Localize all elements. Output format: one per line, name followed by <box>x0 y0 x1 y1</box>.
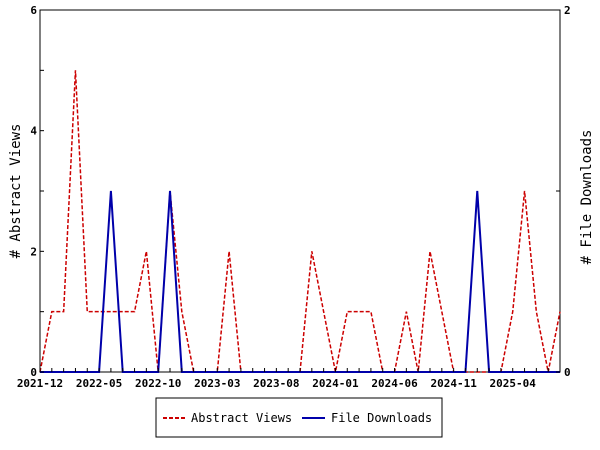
x-tick-label: 2021-12 <box>17 377 63 390</box>
x-tick-label: 2022-10 <box>135 377 181 390</box>
x-tick-label: 2024-01 <box>312 377 359 390</box>
series-line-abstract-views <box>39 70 561 373</box>
x-tick-label: 2023-08 <box>253 377 299 390</box>
right-axis-title: # File Downloads <box>579 130 595 265</box>
left-y-tick-label: 6 <box>30 4 37 17</box>
left-axis-title: # Abstract Views <box>8 124 24 259</box>
x-tick-label: 2024-06 <box>371 377 418 390</box>
left-y-tick-label: 0 <box>30 366 37 379</box>
x-tick-label: 2022-05 <box>76 377 122 390</box>
legend-label-file-downloads: File Downloads <box>331 411 432 425</box>
right-y-tick-label: 0 <box>564 366 571 379</box>
plot-frame <box>39 9 561 373</box>
legend-box <box>155 397 443 438</box>
left-y-tick-label: 4 <box>30 125 37 138</box>
left-y-tick-label: 2 <box>30 245 37 258</box>
x-tick-label: 2023-03 <box>194 377 240 390</box>
right-y-tick-label: 2 <box>564 4 571 17</box>
legend: Abstract Views File Downloads <box>155 397 443 438</box>
x-tick-label: 2024-11 <box>430 377 477 390</box>
legend-label-abstract-views: Abstract Views <box>191 411 292 425</box>
x-tick-label: 2025-04 <box>490 377 537 390</box>
series-line-file-downloads <box>40 190 560 373</box>
